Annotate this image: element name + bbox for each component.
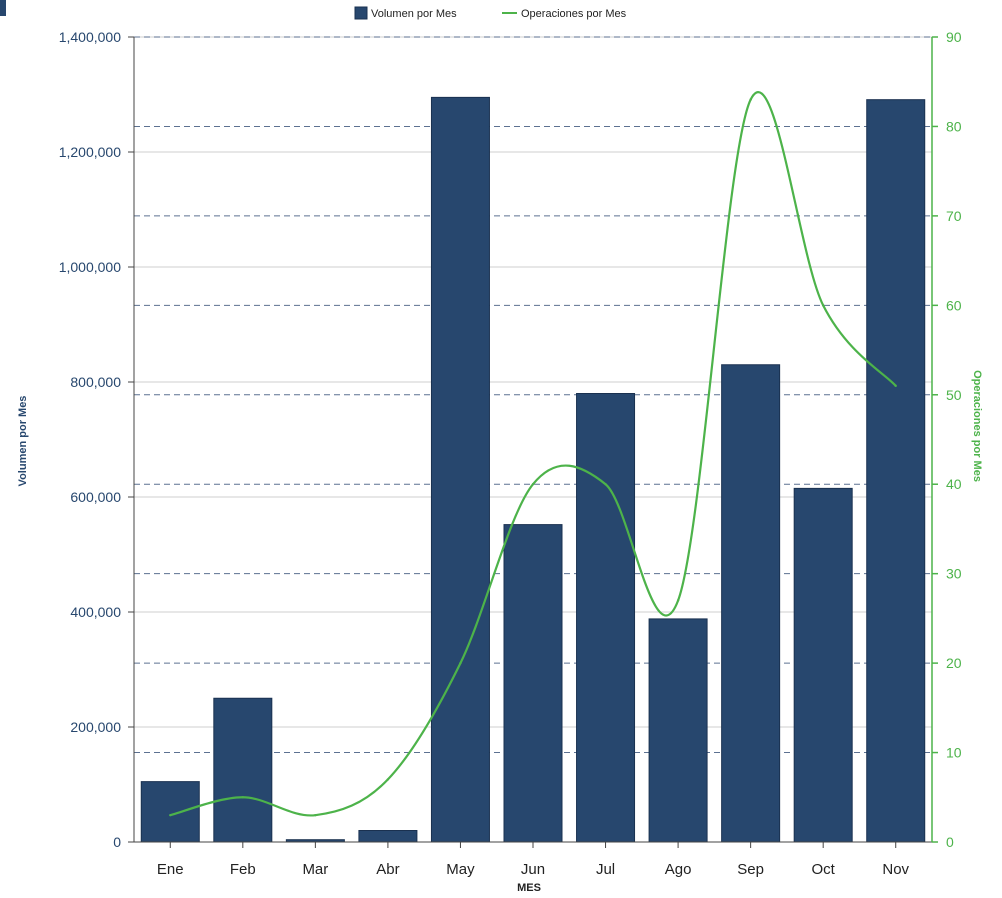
legend-swatch-volume (354, 6, 368, 20)
right-axis-title: Operaciones por Mes (971, 370, 983, 482)
legend: Volumen por Mes Operaciones por Mes (354, 6, 627, 20)
operations-point-Abr (386, 778, 390, 781)
right-tick-label: 80 (946, 118, 962, 134)
operations-point-Sep (749, 98, 752, 101)
left-tick-label: 800,000 (70, 374, 121, 390)
operations-point-Jun (531, 483, 535, 486)
right-tick-label: 50 (946, 387, 962, 403)
x-tick-label: Ago (665, 861, 692, 878)
operations-line-layer (169, 91, 897, 817)
corner-marker (0, 0, 6, 16)
left-tick-label: 1,000,000 (59, 259, 121, 275)
right-tick-labels: 0 10 20 30 40 50 60 70 80 90 (932, 29, 962, 850)
x-tick-label: Feb (230, 861, 256, 878)
x-tick-label: Jun (521, 861, 545, 878)
right-tick-label: 40 (946, 476, 962, 492)
operations-point-Nov (894, 384, 897, 388)
x-tick-label: Mar (302, 861, 328, 878)
bar-Nov (866, 99, 926, 843)
x-tick-label: Sep (737, 861, 764, 878)
operations-point-Feb (241, 796, 245, 799)
legend-label-operations: Operaciones por Mes (521, 8, 627, 20)
right-tick-label: 90 (946, 29, 962, 45)
bar-Ago (648, 618, 708, 843)
operations-point-Oct (821, 304, 825, 307)
bar-Feb (213, 697, 273, 843)
x-tick-label: Oct (812, 861, 836, 878)
left-tick-label: 1,400,000 (59, 29, 121, 45)
left-tick-label: 600,000 (70, 489, 121, 505)
bar-Abr (358, 830, 418, 843)
x-axis-title: MES (517, 882, 541, 894)
x-tick-label: Ene (157, 861, 184, 878)
x-tick-label: Abr (376, 861, 399, 878)
bar-Jul (576, 393, 636, 843)
left-tick-label: 0 (113, 834, 121, 850)
right-tick-label: 20 (946, 655, 962, 671)
legend-label-volume: Volumen por Mes (371, 8, 457, 20)
x-tick-labels: Ene Feb Mar Abr May Jun Jul Ago Sep Oct Nov (157, 842, 910, 878)
bar-Ene (140, 781, 200, 843)
x-tick-label: Jul (596, 861, 615, 878)
right-tick-label: 70 (946, 208, 962, 224)
bar-Sep (721, 364, 781, 843)
left-axis-title: Volumen por Mes (17, 396, 29, 487)
x-tick-label: May (446, 861, 475, 878)
left-tick-label: 200,000 (70, 719, 121, 735)
right-tick-label: 30 (946, 566, 962, 582)
operations-point-Ene (169, 813, 172, 817)
right-tick-label: 0 (946, 834, 954, 850)
operations-point-Jul (604, 483, 607, 486)
right-tick-label: 10 (946, 745, 962, 761)
bar-Jun (503, 524, 563, 843)
left-tick-label: 1,200,000 (59, 144, 121, 160)
x-tick-label: Nov (882, 861, 909, 878)
operations-point-Mar (314, 813, 317, 817)
operations-point-Ago (676, 599, 680, 602)
operations-point-May (459, 661, 462, 665)
left-tick-labels: 0 200,000 400,000 600,000 800,000 1,000,000 1,… (59, 29, 134, 850)
bar-May (430, 96, 490, 843)
right-tick-label: 60 (946, 297, 962, 313)
left-tick-label: 400,000 (70, 604, 121, 620)
bar-Oct (793, 487, 853, 843)
volume-bars (140, 96, 926, 843)
